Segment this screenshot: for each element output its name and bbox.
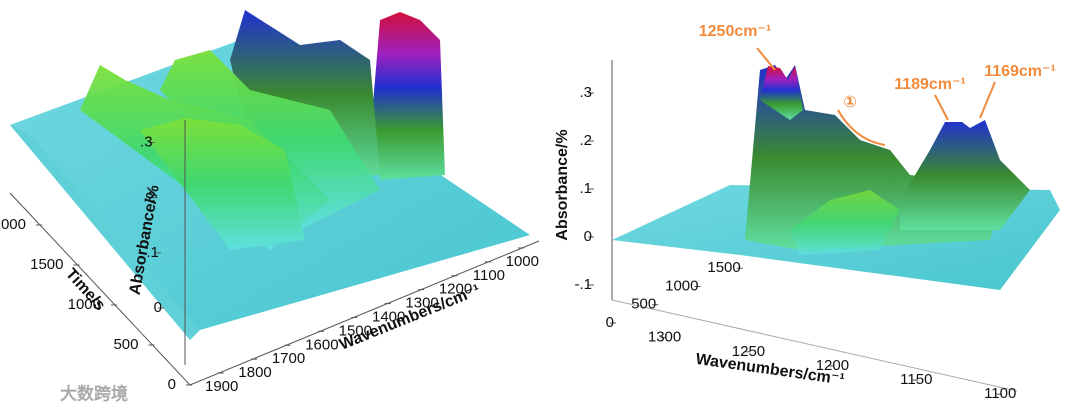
z-tick-label: 0 — [154, 299, 162, 316]
annotation: 1189cm⁻¹ — [894, 76, 966, 93]
x-tick-label: 1100 — [984, 385, 1016, 402]
annotation-arc — [837, 109, 886, 146]
y-tick-label: 1000 — [68, 296, 101, 313]
z-tick-label: .2 — [143, 189, 156, 206]
annotation-line — [756, 47, 776, 71]
z-tick-label: 0 — [584, 228, 592, 245]
annotation: 1169cm⁻¹ — [984, 63, 1056, 80]
right-surface — [611, 60, 1060, 392]
z-tick-label: -.1 — [574, 276, 592, 293]
z-tick-label: .1 — [579, 180, 592, 197]
x-tick-label: 1200 — [439, 281, 472, 298]
x-axis-title: Wavenumbers/cm⁻¹ — [337, 282, 483, 354]
x-tick-label: 1300 — [648, 329, 681, 346]
y-tick-label: 0 — [606, 314, 614, 331]
x-tick-label: 1250 — [732, 343, 765, 360]
annotation: ① — [843, 94, 857, 111]
x-tick-label: 1400 — [372, 309, 405, 326]
x-tick-label: 1500 — [339, 322, 372, 339]
x-tick-label: 1100 — [473, 267, 505, 284]
annotation: 1250cm⁻¹ — [699, 23, 772, 40]
z-tick-label: .3 — [140, 134, 153, 151]
x-tick-label: 1300 — [405, 295, 438, 312]
left-surface — [9, 10, 540, 386]
z-axis-title: Absorbance/% — [554, 129, 571, 240]
x-tick-label: 1700 — [272, 350, 305, 367]
x-tick-label: 1900 — [205, 378, 238, 395]
z-tick-label: .3 — [579, 84, 592, 101]
y-tick-label: 500 — [631, 296, 656, 313]
x-tick-label: 1800 — [238, 364, 271, 381]
annotation-line — [934, 94, 949, 121]
x-tick-label: 1600 — [305, 336, 338, 353]
x-tick-label: 1000 — [506, 253, 539, 270]
y-tick-label: 1500 — [707, 259, 740, 276]
watermark: 大数跨境 — [60, 383, 128, 403]
z-tick-label: .2 — [579, 132, 592, 149]
annotation-line — [979, 81, 996, 119]
y-tick-label: 1500 — [30, 256, 63, 273]
z-tick-label: .1 — [146, 244, 159, 261]
y-tick-label: 500 — [113, 336, 138, 353]
x-tick-label: 1200 — [816, 357, 849, 374]
x-tick-label: 1150 — [900, 371, 932, 388]
y-tick-label: 1000 — [665, 277, 698, 294]
y-tick-label: 0 — [168, 376, 176, 393]
y-tick-label: 2000 — [0, 216, 26, 233]
